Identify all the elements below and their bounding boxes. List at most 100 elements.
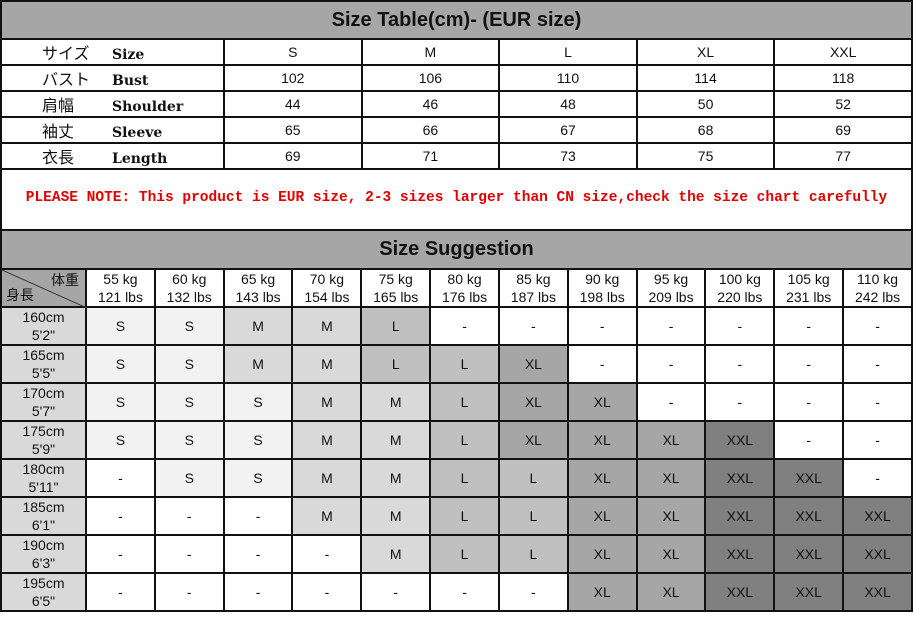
weight-lbs: 242 lbs [854, 289, 901, 305]
suggested-size-cell: S [85, 420, 156, 460]
weight-kg: 90 kg [585, 271, 620, 287]
suggested-size-cell: M [291, 306, 363, 346]
suggested-size-cell: - [842, 344, 913, 384]
suggested-size-cell: XXL [704, 420, 776, 460]
height-label: 身長 [6, 287, 34, 303]
suggested-size-cell: XL [497, 382, 569, 422]
weight-header: 75 kg 165 lbs [360, 268, 432, 308]
measurement-label-en: Sleeve [112, 125, 163, 141]
weight-lbs: 187 lbs [510, 289, 556, 305]
suggested-size-cell: - [153, 572, 225, 612]
suggested-size-cell: - [429, 572, 500, 612]
suggested-size-cell: - [704, 382, 776, 422]
height-header: 175cm 5'9" [0, 420, 87, 460]
weight-kg: 75 kg [378, 271, 413, 287]
measurement-label-en: Bust [112, 73, 149, 89]
measurement-label: 衣長 Length [0, 142, 225, 170]
height-ft: 5'5" [31, 365, 56, 381]
size-table-row: 肩幅 Shoulder 44 46 48 50 52 [0, 90, 913, 118]
suggested-size-cell: L [497, 534, 569, 574]
size-note: PLEASE NOTE: This product is EUR size, 2… [0, 170, 913, 230]
height-ft: 6'5" [31, 593, 56, 609]
measurement-label: 袖丈 Sleeve [0, 116, 225, 144]
size-table-cell: 102 [223, 64, 363, 92]
height-cm: 160cm [22, 309, 65, 325]
height-header: 165cm 5'5" [0, 344, 87, 384]
suggested-size-cell: S [153, 306, 225, 346]
weight-header: 105 kg 231 lbs [773, 268, 845, 308]
suggested-size-cell: - [85, 458, 156, 498]
suggestion-row: 190cm 6'3" - - - - M L L XL XL XXL XXL XXL [0, 534, 913, 574]
height-ft: 6'3" [31, 555, 56, 571]
suggested-size-cell: M [360, 496, 432, 536]
suggested-size-cell: S [222, 458, 294, 498]
suggested-size-cell: - [635, 306, 707, 346]
suggested-size-cell: S [153, 458, 225, 498]
suggested-size-cell: - [85, 572, 156, 612]
suggested-size-cell: - [566, 306, 638, 346]
suggested-size-cell: - [429, 306, 500, 346]
suggested-size-cell: XL [566, 420, 638, 460]
height-header: 190cm 6'3" [0, 534, 87, 574]
size-table-cell: 71 [360, 142, 501, 170]
size-table-cell: 46 [360, 90, 501, 118]
suggested-size-cell: - [291, 572, 363, 612]
suggested-size-cell: XXL [773, 572, 845, 612]
height-header: 180cm 5'11" [0, 458, 87, 498]
suggested-size-cell: S [153, 382, 225, 422]
weight-lbs: 121 lbs [97, 289, 143, 305]
height-ft: 5'7" [31, 403, 56, 419]
weight-lbs: 154 lbs [304, 289, 350, 305]
suggested-size-cell: XL [635, 534, 707, 574]
weight-kg: 70 kg [309, 271, 345, 287]
weight-lbs: 198 lbs [579, 289, 625, 305]
suggested-size-cell: - [497, 306, 569, 346]
measurement-label: バスト Bust [0, 64, 225, 92]
suggested-size-cell: XXL [773, 496, 845, 536]
weight-header: 85 kg 187 lbs [497, 268, 569, 308]
weight-kg: 95 kg [653, 271, 689, 287]
suggested-size-cell: - [222, 496, 294, 536]
size-table-cell: 75 [635, 142, 776, 170]
height-ft: 5'2" [31, 327, 56, 343]
weight-lbs: 165 lbs [373, 289, 419, 305]
size-table-cell: 118 [773, 64, 913, 92]
suggested-size-cell: - [85, 534, 156, 574]
size-table-cell: 44 [223, 90, 363, 118]
weight-kg: 85 kg [516, 271, 551, 287]
height-header: 160cm 5'2" [0, 306, 87, 346]
suggested-size-cell: M [360, 458, 432, 498]
suggested-size-cell: - [85, 496, 156, 536]
weight-lbs: 220 lbs [717, 289, 763, 305]
suggested-size-cell: L [429, 382, 500, 422]
size-table-cell: 48 [498, 90, 638, 118]
suggested-size-cell: S [153, 344, 225, 384]
measurement-label: 肩幅 Shoulder [0, 90, 225, 118]
height-cm: 185cm [22, 499, 65, 515]
size-table-title: Size Table(cm)- (EUR size) [0, 0, 913, 40]
suggestion-row: 185cm 6'1" - - - M M L L XL XL XXL XXL XXL [0, 496, 913, 536]
suggested-size-cell: - [497, 572, 569, 612]
suggested-size-cell: XL [566, 382, 638, 422]
weight-lbs: 176 lbs [441, 289, 488, 305]
suggested-size-cell: XXL [704, 534, 776, 574]
suggested-size-cell: XL [566, 458, 638, 498]
suggested-size-cell: L [360, 344, 432, 384]
weight-lbs: 132 lbs [166, 289, 212, 305]
suggested-size-cell: XXL [704, 572, 776, 612]
measurement-label-jp: サイズ [42, 44, 90, 63]
suggested-size-cell: XXL [773, 458, 845, 498]
suggested-size-cell: - [773, 306, 845, 346]
size-table-cell: 114 [635, 64, 776, 92]
size-table-cell: S [223, 38, 363, 66]
suggested-size-cell: XL [635, 572, 707, 612]
suggested-size-cell: XL [566, 572, 638, 612]
suggested-size-cell: L [429, 458, 500, 498]
suggested-size-cell: S [222, 382, 294, 422]
weight-header: 90 kg 198 lbs [566, 268, 638, 308]
suggested-size-cell: - [635, 344, 707, 384]
suggested-size-cell: XL [635, 458, 707, 498]
weight-lbs: 231 lbs [786, 289, 832, 305]
height-ft: 5'9" [31, 441, 56, 457]
